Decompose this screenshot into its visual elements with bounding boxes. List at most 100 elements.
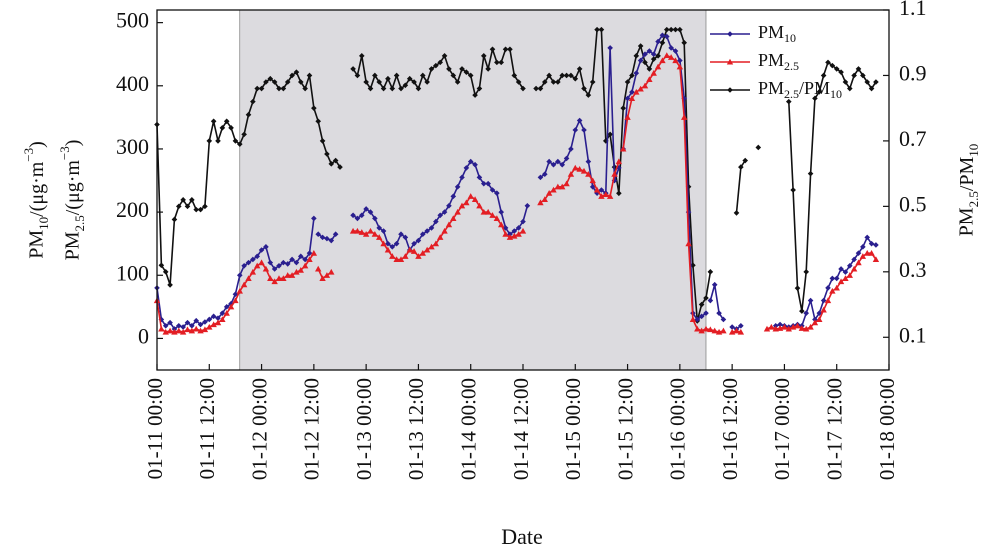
data-point <box>393 256 400 263</box>
data-point <box>376 225 383 231</box>
data-point <box>851 256 857 263</box>
data-point <box>838 266 844 272</box>
data-point <box>385 75 391 82</box>
data-point <box>825 59 831 66</box>
data-point <box>511 232 518 239</box>
data-point <box>493 215 501 221</box>
data-point <box>319 234 326 241</box>
data-point <box>650 51 657 58</box>
data-point <box>215 315 221 322</box>
data-point <box>363 79 369 85</box>
x-tick-label: 01-12 00:00 <box>247 378 271 480</box>
series-pm2-5 <box>153 52 880 335</box>
data-point <box>873 79 879 85</box>
data-point <box>520 218 526 225</box>
data-point <box>846 272 853 278</box>
data-point <box>197 321 204 328</box>
data-point <box>454 208 461 215</box>
data-point <box>611 177 618 184</box>
data-point <box>494 59 500 66</box>
data-point <box>358 53 365 59</box>
right-tick-label: 1.1 <box>899 0 927 20</box>
data-point <box>698 301 705 308</box>
data-point <box>280 259 287 266</box>
series-line <box>775 236 877 328</box>
data-point <box>232 138 239 144</box>
data-point <box>624 95 631 102</box>
data-point <box>568 72 574 79</box>
data-point <box>315 118 322 125</box>
data-point <box>677 57 683 64</box>
data-point <box>729 324 735 330</box>
data-point <box>672 57 679 64</box>
data-point <box>842 79 849 85</box>
data-point <box>650 69 657 76</box>
data-point <box>245 111 252 118</box>
data-point <box>480 208 487 215</box>
data-point <box>850 265 858 272</box>
data-point <box>624 114 631 120</box>
data-point <box>467 193 474 199</box>
data-point <box>463 165 470 171</box>
data-point <box>297 267 304 273</box>
data-point <box>515 225 522 231</box>
data-point <box>354 215 361 222</box>
x-tick-label: 01-16 00:00 <box>666 378 690 480</box>
data-point <box>580 167 588 174</box>
data-point <box>324 151 330 157</box>
data-point <box>240 281 248 288</box>
data-point <box>816 316 823 323</box>
legend: PM10 PM2.5 PM2.5/PM10 <box>710 22 842 101</box>
data-point <box>811 319 819 326</box>
data-point <box>545 189 553 196</box>
data-point <box>685 209 692 215</box>
data-point <box>354 72 361 79</box>
data-point <box>315 265 322 272</box>
data-point <box>507 46 513 53</box>
data-point <box>842 269 849 275</box>
data-point <box>851 72 857 79</box>
data-point <box>616 190 622 197</box>
y-axis-label-ratio: PM2.5/PM10 <box>956 144 982 237</box>
data-point <box>541 196 548 203</box>
data-point <box>559 72 566 79</box>
data-point <box>472 92 478 98</box>
data-point <box>642 51 648 58</box>
data-point <box>794 322 801 329</box>
data-point <box>167 319 173 326</box>
data-point <box>223 118 230 125</box>
data-point <box>441 209 448 215</box>
data-point <box>593 186 601 193</box>
data-point <box>424 228 430 234</box>
data-point <box>267 275 274 281</box>
data-point <box>271 266 278 272</box>
data-point <box>550 161 557 168</box>
data-point <box>498 59 505 66</box>
data-point <box>367 227 374 234</box>
data-point <box>423 246 431 253</box>
data-point <box>363 206 369 212</box>
x-axis-label: Date <box>501 524 543 549</box>
y-axis-label-pm25: PM2.5/(μg·m−3) <box>57 140 87 261</box>
data-point <box>524 202 531 209</box>
data-point <box>694 316 701 323</box>
data-point <box>602 191 609 197</box>
data-point <box>236 272 243 279</box>
data-point <box>663 26 670 33</box>
data-point <box>372 72 378 79</box>
data-point <box>667 54 675 60</box>
data-point <box>555 79 561 85</box>
y-axis-label-pm10: PM10/(μg·m−3) <box>21 141 51 259</box>
series-line <box>709 283 725 320</box>
data-point <box>646 66 653 72</box>
data-point <box>816 89 823 95</box>
data-point <box>685 240 692 247</box>
data-point <box>842 275 849 281</box>
data-point <box>833 66 840 72</box>
data-point <box>581 127 587 133</box>
data-point <box>559 161 566 168</box>
data-point <box>864 249 871 256</box>
data-point <box>437 212 444 219</box>
data-point <box>206 138 213 144</box>
data-point <box>280 275 287 281</box>
